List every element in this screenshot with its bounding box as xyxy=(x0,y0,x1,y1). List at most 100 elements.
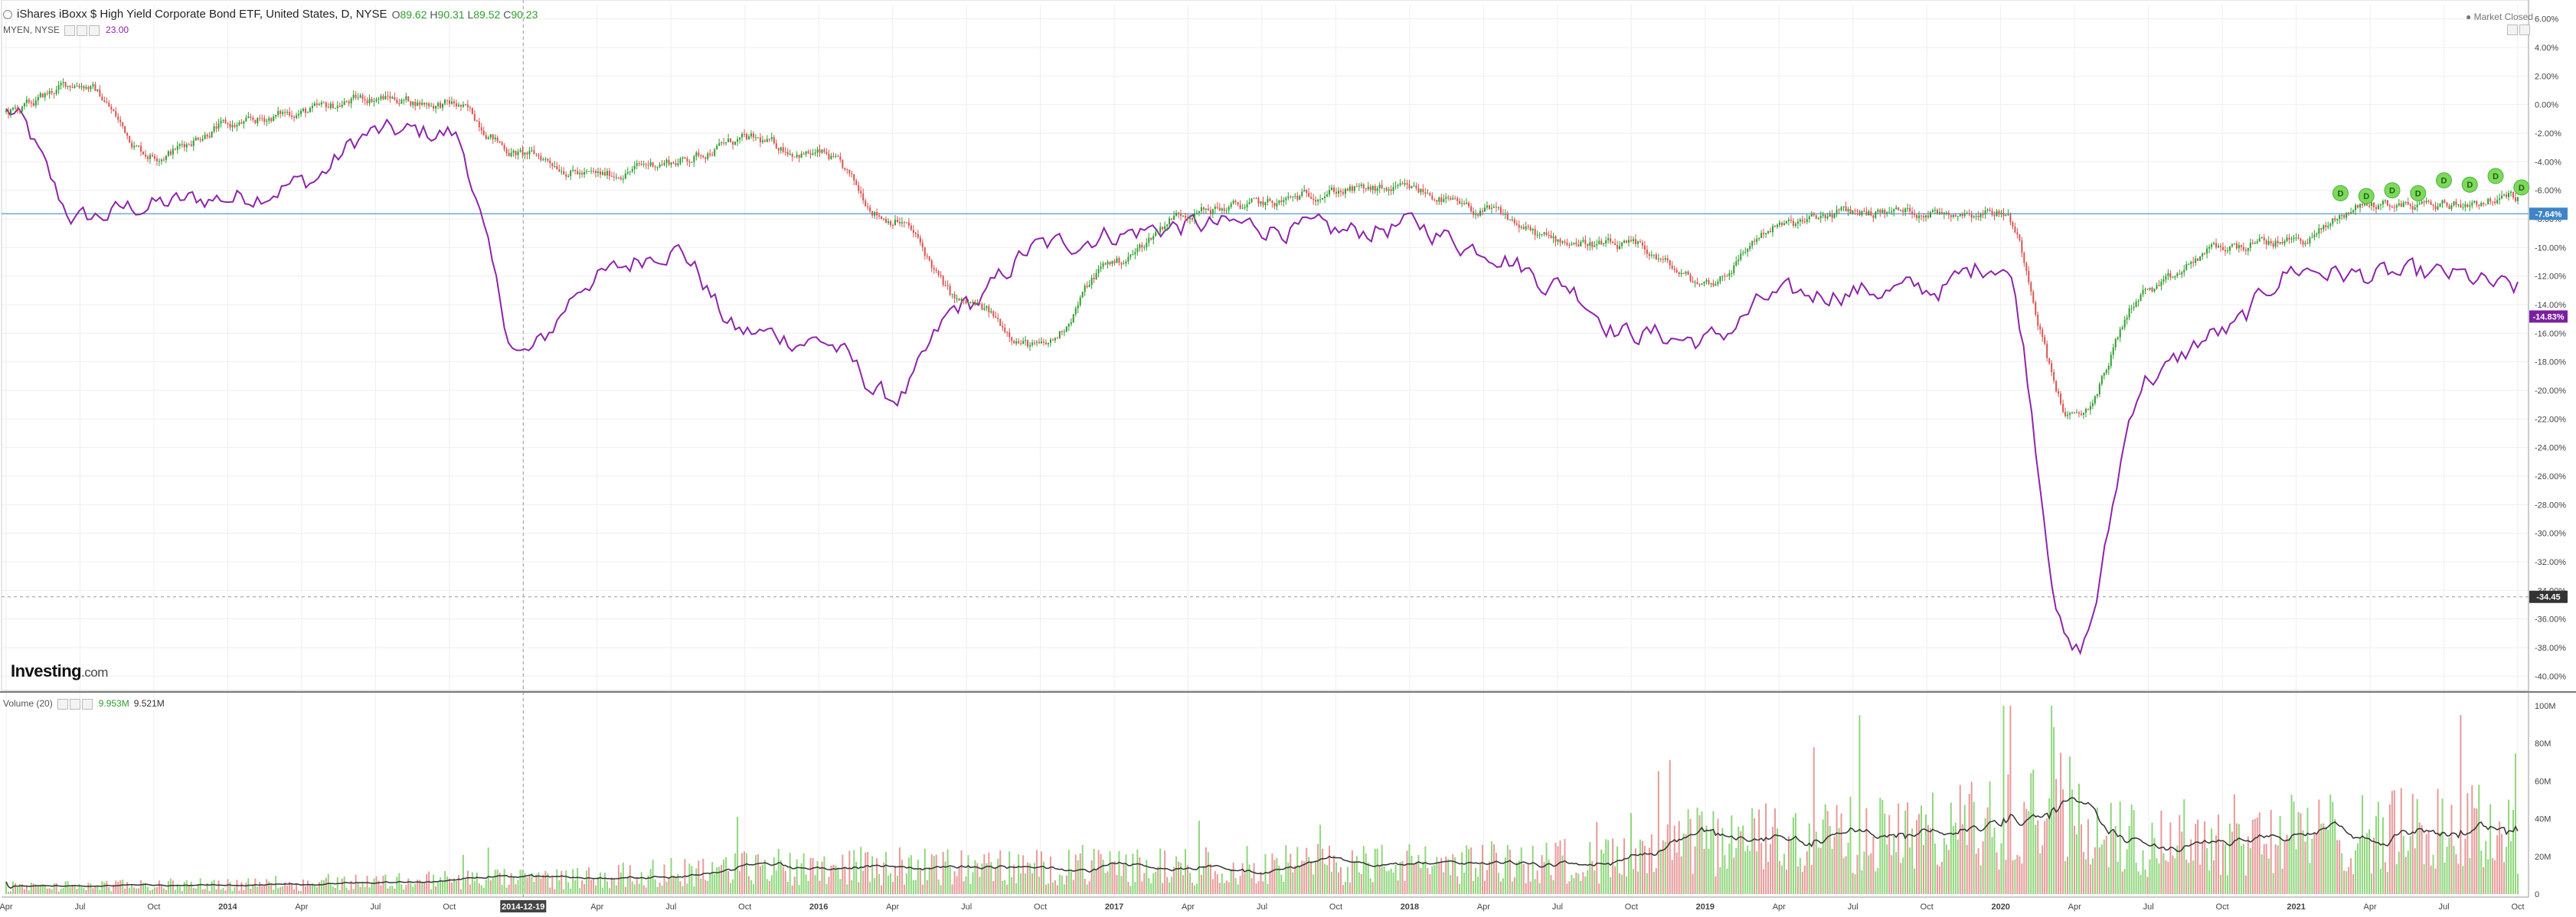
volume-settings-icons[interactable] xyxy=(57,698,94,710)
volume-bar xyxy=(364,886,366,894)
volume-bar xyxy=(1120,876,1123,894)
volume-bar xyxy=(62,888,64,894)
volume-bar xyxy=(430,889,433,894)
volume-bar xyxy=(654,879,656,894)
candle-body xyxy=(860,191,862,194)
candle-body xyxy=(1056,338,1058,339)
candle-body xyxy=(34,100,37,106)
candle-body xyxy=(1744,252,1747,253)
volume-bar xyxy=(361,883,364,894)
volume-bar xyxy=(213,879,215,894)
candle-body xyxy=(976,302,979,305)
volume-bar xyxy=(1785,870,1787,894)
volume-bar xyxy=(730,883,732,894)
volume-bar xyxy=(1351,850,1353,894)
volume-bar xyxy=(714,873,716,894)
volume-bar xyxy=(972,872,974,894)
x-tick-label: Jul xyxy=(74,902,85,912)
volume-bar xyxy=(1264,853,1267,894)
volume-bar xyxy=(1886,844,1888,894)
volume-bar xyxy=(595,885,597,894)
volume-bar xyxy=(1326,865,1329,894)
volume-bar xyxy=(25,885,28,894)
volume-bar xyxy=(322,879,325,894)
candle-body xyxy=(1543,232,1545,234)
candle-body xyxy=(2206,248,2208,254)
candle-body xyxy=(2084,409,2087,413)
volume-bar xyxy=(259,882,261,894)
volume-bar xyxy=(343,876,345,894)
volume-bar xyxy=(71,884,74,894)
volume-bar xyxy=(1938,866,1940,894)
candle-body xyxy=(1938,211,1940,214)
candle-body xyxy=(2261,237,2263,239)
volume-bar xyxy=(243,889,245,894)
candle-body xyxy=(459,104,462,107)
volume-bar xyxy=(1385,871,1388,894)
volume-bar xyxy=(1411,855,1413,894)
volume-bar xyxy=(1029,863,1031,894)
volume-bar xyxy=(1619,873,1621,894)
volume-bar xyxy=(851,879,853,894)
volume-bar xyxy=(1118,850,1120,894)
candle-body xyxy=(554,165,556,167)
x-tick-label: Oct xyxy=(1625,902,1638,912)
volume-bar xyxy=(485,879,487,894)
volume-bar xyxy=(2238,824,2240,894)
volume-bar xyxy=(603,873,606,894)
x-tick-label: Apr xyxy=(0,902,13,912)
candle-body xyxy=(716,145,718,150)
volume-bar xyxy=(2432,854,2434,894)
volume-bar xyxy=(48,888,51,894)
volume-bar xyxy=(1447,859,1450,894)
candle-body xyxy=(1598,240,1600,245)
volume-bar xyxy=(178,886,181,894)
candle-body xyxy=(921,243,924,248)
collapse-icon[interactable] xyxy=(3,9,12,19)
volume-bar xyxy=(1164,850,1166,894)
candle-body xyxy=(707,153,709,159)
candle-body xyxy=(334,108,336,109)
candle-body xyxy=(2508,193,2510,197)
volume-bar xyxy=(293,889,296,894)
candle-body xyxy=(2265,240,2267,245)
candle-body xyxy=(2423,201,2425,203)
compare-settings-icons[interactable] xyxy=(64,24,101,36)
volume-bar xyxy=(983,854,986,894)
volume-bar xyxy=(1198,821,1200,894)
candle-body xyxy=(636,163,638,166)
candle-body xyxy=(2183,269,2185,272)
volume-bar xyxy=(28,890,30,894)
volume-bar xyxy=(1724,855,1726,894)
candle-body xyxy=(1719,276,1721,282)
candle-body xyxy=(2381,201,2384,205)
candle-body xyxy=(1646,250,1648,254)
candle-body xyxy=(2316,233,2318,235)
volume-bar xyxy=(2515,753,2517,894)
candle-body xyxy=(1486,205,1488,208)
volume-bar xyxy=(535,874,538,894)
candle-body xyxy=(1200,207,1202,211)
volume-bar xyxy=(1747,845,1749,894)
volume-bar xyxy=(1146,860,1148,894)
volume-bar xyxy=(133,887,136,894)
volume-bar xyxy=(1084,879,1086,894)
y-tick-label: -10.00% xyxy=(2535,243,2566,253)
candle-body xyxy=(1095,272,1097,279)
volume-bar xyxy=(37,885,39,894)
volume-bar xyxy=(1450,875,1452,894)
candle-body xyxy=(1100,266,1102,269)
candle-body xyxy=(1666,258,1669,261)
volume-bar xyxy=(2002,706,2005,894)
scale-buttons[interactable] xyxy=(2507,23,2532,37)
volume-bar xyxy=(78,884,80,894)
volume-bar xyxy=(1280,874,1283,894)
volume-bar xyxy=(1420,867,1422,894)
candle-body xyxy=(1339,191,1342,192)
candle-body xyxy=(1013,341,1015,344)
candle-body xyxy=(169,151,172,155)
volume-bar xyxy=(1044,884,1047,894)
dividend-marker-label: D xyxy=(2389,187,2395,196)
volume-bar xyxy=(2448,837,2450,894)
